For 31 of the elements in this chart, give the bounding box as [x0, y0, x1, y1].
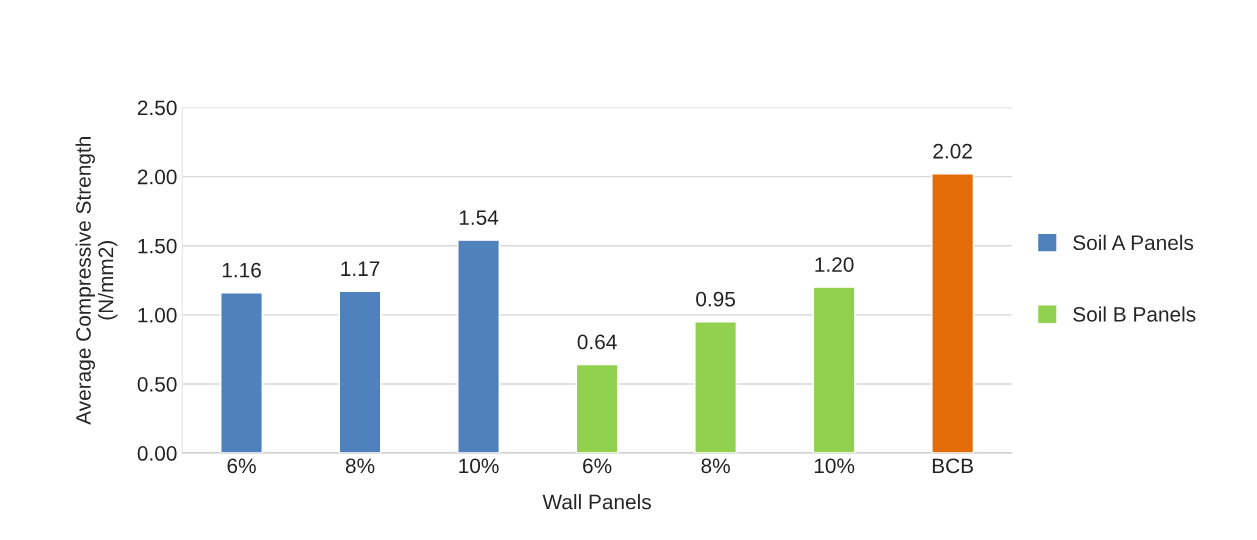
data-label: 0.95 — [696, 291, 735, 307]
y-tick-label: 1.50 — [138, 238, 177, 254]
x-tick-label: 10% — [814, 458, 855, 474]
x-axis-title: Wall Panels — [542, 494, 651, 510]
x-tick-label: 8% — [345, 458, 375, 474]
bar — [575, 363, 619, 454]
bar — [694, 321, 738, 454]
y-tick-label: 0.50 — [137, 376, 177, 392]
bar — [220, 292, 263, 454]
legend-label: Soil A Panels — [1073, 234, 1194, 251]
bar — [931, 173, 975, 454]
data-label: 2.02 — [933, 143, 972, 159]
data-label: 0.64 — [577, 334, 617, 350]
x-tick-label: 6% — [583, 458, 612, 474]
bar — [457, 239, 500, 454]
data-label: 1.16 — [222, 262, 261, 278]
y-tick-label: 1.00 — [138, 307, 177, 323]
bar — [812, 286, 856, 454]
x-tick-label: 6% — [227, 458, 256, 474]
data-label: 1.54 — [459, 210, 499, 225]
bar — [338, 290, 382, 454]
x-tick-label: 10% — [459, 458, 499, 474]
data-label: 1.20 — [815, 257, 854, 272]
x-tick-label: BCB — [932, 458, 973, 474]
data-label: 1.17 — [341, 261, 380, 276]
x-tick-label: 8% — [701, 458, 730, 474]
y-axis-title: Average Compressive Strength (N/mm2) — [75, 137, 118, 425]
y-tick-label: 2.50 — [137, 100, 177, 116]
y-tick-label: 0.00 — [137, 446, 177, 461]
legend-label: Soil B Panels — [1073, 306, 1196, 322]
y-tick-label: 2.00 — [137, 169, 177, 185]
